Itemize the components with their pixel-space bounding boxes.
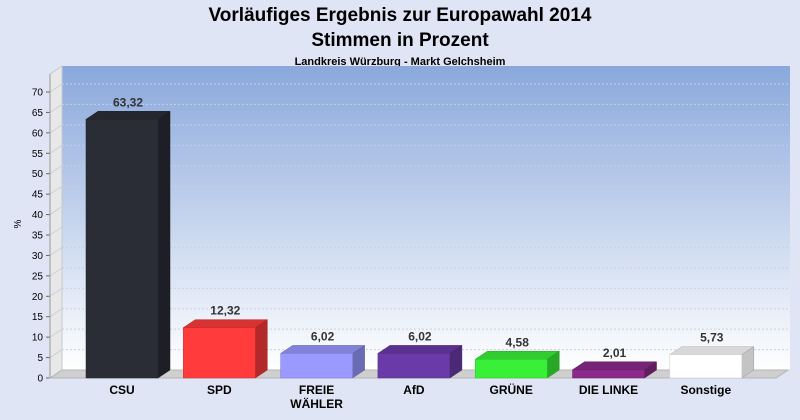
y-tick-label: 5 [37,353,43,364]
data-label: 2,01 [603,346,627,360]
bar-top [85,111,171,120]
x-tick-label: SPD [207,383,232,397]
y-tick-label: 55 [32,149,44,160]
y-tick-label: 70 [32,88,44,99]
x-tick-label: AfD [403,383,425,397]
plot-area: 0 5 10 15 20 25 30 35 40 45 50 55 60 65 70 63,32 CSU 12,3… [32,65,790,411]
bar [669,354,743,379]
y-tick-label: 40 [32,210,44,221]
grid-line-side [49,328,63,338]
x-tick-label: DIE LINKE [579,383,638,397]
data-label: 6,02 [408,329,432,343]
bar-top [474,351,561,360]
bar [377,353,451,379]
grid-line-side [49,104,63,113]
grid-line-side [49,287,63,297]
y-tick-label: 65 [32,108,44,119]
y-tick-label: 50 [32,169,44,180]
y-tick-label: 45 [32,190,44,201]
x-tick-label: CSU [109,383,134,397]
y-axis-label: % [13,219,24,228]
bar [280,353,353,379]
bar [183,327,256,379]
data-label: 5,73 [700,331,724,345]
plot-background [62,66,790,370]
y-tick-label: 60 [32,128,44,139]
grid-line-side [49,349,63,358]
y-tick-label: 35 [32,231,44,242]
data-label: 4,58 [506,335,530,349]
bar [85,119,159,379]
bar [474,359,548,379]
bar-top [571,361,658,371]
plot-side-wall [49,65,63,379]
y-tick-label: 10 [32,333,44,344]
grid-line-side [49,144,63,154]
bar-side [255,319,268,379]
grid-line-side [49,83,63,93]
y-tick-label: 20 [32,292,44,303]
grid-line-side [49,267,63,277]
grid-line-side [49,165,63,175]
y-tick-label: 0 [37,374,43,385]
data-label: 12,32 [210,304,240,318]
bar [572,369,645,379]
chart-title-line1: Vorläufiges Ergebnis zur Europawahl 2014 [209,5,592,26]
bar-side [157,110,171,379]
data-label: 6,02 [311,329,335,343]
x-tick-label: FREIE [299,383,334,397]
grid-line-side [49,247,63,256]
y-tick-label: 15 [32,312,44,323]
bar-top [668,346,755,355]
data-label: 63,32 [113,95,143,109]
chart-title-line2: Stimmen in Prozent [311,30,489,51]
x-tick-label: WÄHLER [290,396,343,411]
bar-top [377,345,463,354]
y-tick-label: 25 [32,271,44,282]
bar-top [279,345,366,354]
y-tick-label: 30 [32,251,44,262]
grid-line-side [49,226,63,236]
chart-subtitle: Landkreis Würzburg - Markt Gelchsheim [295,56,506,68]
x-tick-label: GRÜNE [490,382,533,397]
grid-line-side [49,206,63,215]
bar-top [182,319,269,328]
grid-line-side [49,308,63,318]
x-tick-label: Sonstige [680,383,731,397]
grid-line-side [49,185,63,195]
grid-line-side [49,124,63,134]
